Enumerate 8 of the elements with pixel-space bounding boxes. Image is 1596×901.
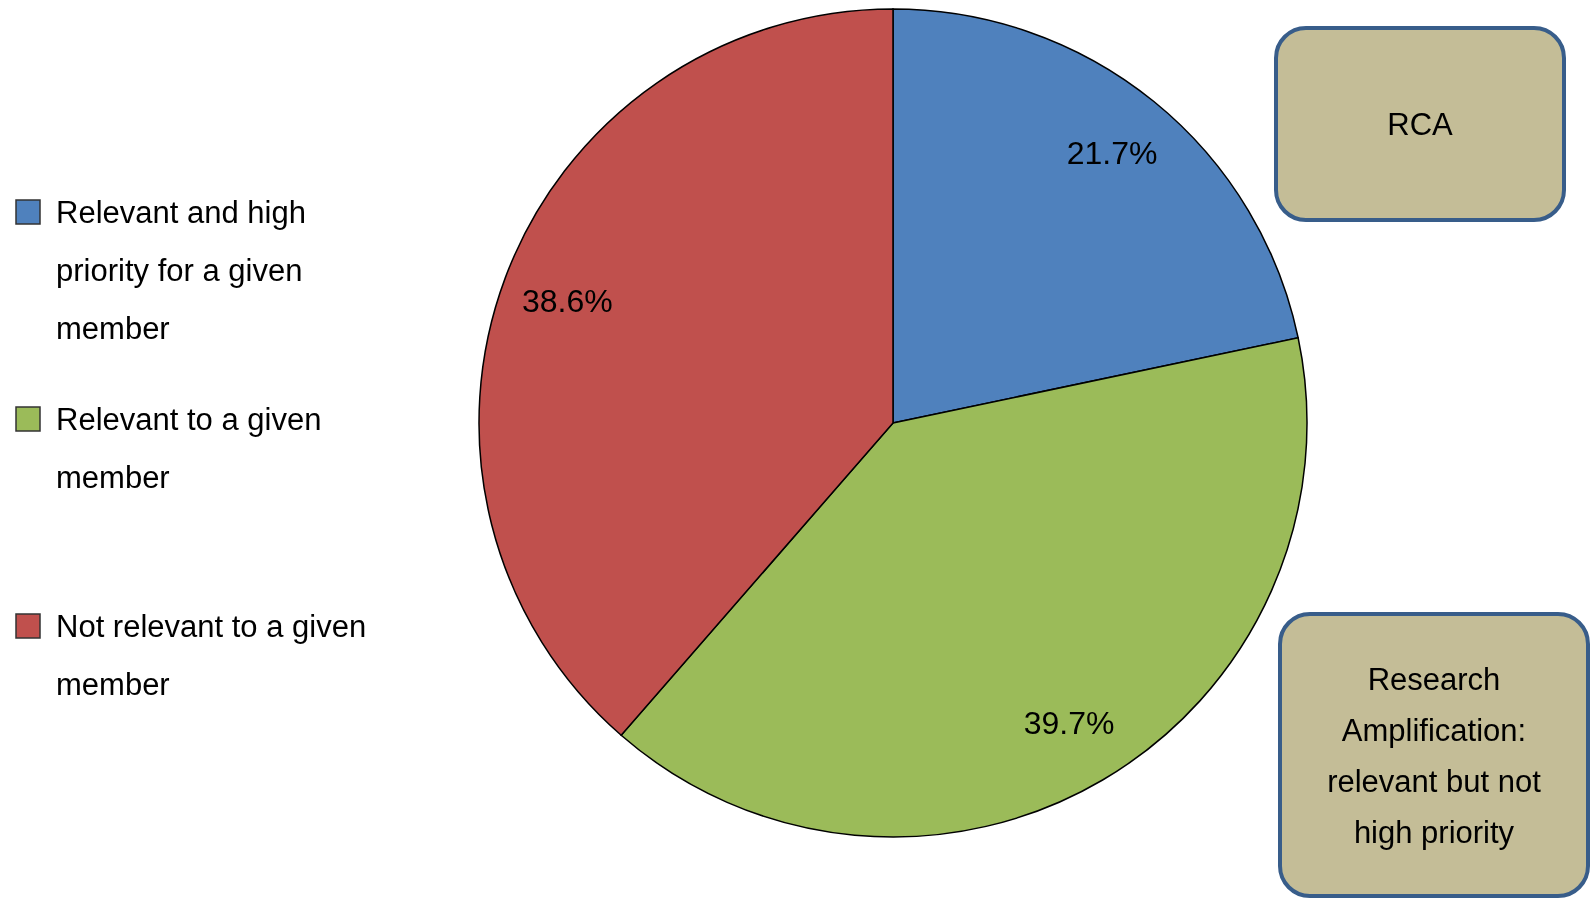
text: Research Amplification: relevant but not high priority [1327,661,1542,849]
text: RCA [1387,106,1454,142]
legend-label: Relevant and high priority for a given member [56,194,306,346]
data-label: 38.6% [521,283,613,320]
legend-label: Relevant to a given member [56,401,322,495]
data-label: 21.7% [1066,134,1158,171]
legend-label: Not relevant to a given member [56,608,367,702]
data-label: 39.7% [1023,704,1115,741]
